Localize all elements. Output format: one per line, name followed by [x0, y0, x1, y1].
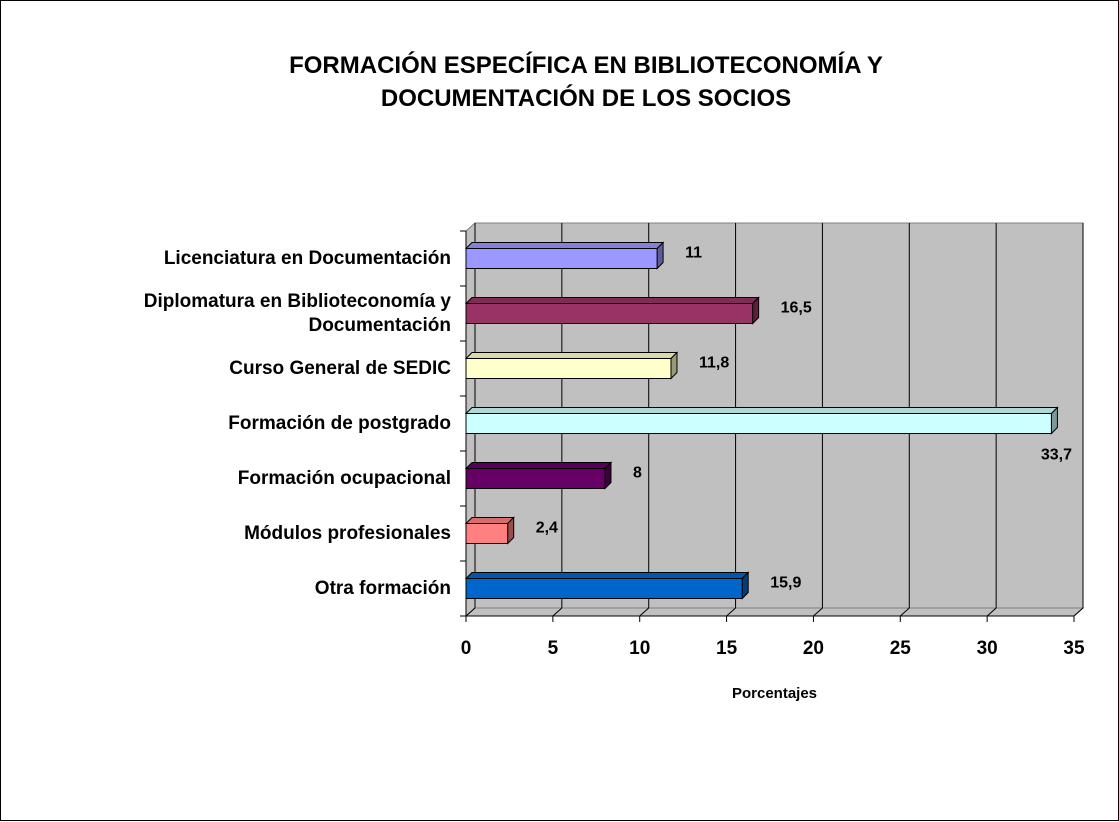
grid-line	[465, 607, 476, 617]
y-tick-label: Diplomatura en Biblioteconomía y Documen…	[143, 290, 451, 336]
value-label: 8	[633, 465, 642, 482]
y-tick-label: Curso General de SEDIC	[229, 357, 451, 379]
value-label: 33,7	[1041, 447, 1072, 464]
x-tick-label: 25	[890, 638, 912, 659]
value-label: 11	[685, 245, 702, 262]
chart-title: FORMACIÓN ESPECÍFICA EN BIBLIOTECONOMÍA …	[289, 52, 883, 112]
x-tick-label: 35	[1063, 638, 1085, 659]
y-tick-label: Otra formación	[314, 577, 451, 599]
grid-line	[899, 607, 910, 617]
bar	[465, 578, 743, 599]
value-label: 16,5	[781, 300, 812, 317]
grid-line	[639, 607, 650, 617]
x-tick-label: 15	[716, 638, 738, 659]
grid-line	[552, 607, 563, 617]
bar-top	[464, 462, 613, 469]
x-tick-label: 20	[803, 638, 824, 659]
floor	[464, 607, 1085, 617]
grid-line	[813, 607, 823, 617]
x-tick-label: 10	[629, 638, 650, 659]
bar-top	[464, 407, 1059, 414]
y-tick-label: Formación de postgrado	[228, 412, 451, 434]
y-tick-label: Módulos profesionales	[244, 522, 451, 544]
bar-top	[464, 517, 515, 524]
bar	[465, 303, 754, 324]
bar-top	[464, 242, 665, 249]
x-tick-label: 30	[977, 638, 998, 659]
grid-line	[726, 607, 736, 617]
bar	[465, 523, 509, 544]
value-label: 15,9	[770, 575, 801, 592]
bar-top	[464, 572, 750, 579]
grid-line	[986, 607, 997, 617]
bar-top	[464, 352, 679, 359]
bar-top	[464, 297, 760, 304]
y-tick-label: Licenciatura en Documentación	[163, 247, 451, 269]
bar	[465, 358, 672, 379]
bar	[465, 248, 658, 269]
grid-line	[1073, 607, 1084, 617]
value-label: 11,8	[699, 355, 729, 372]
bar	[465, 468, 606, 489]
x-axis-title: Porcentajes	[732, 685, 817, 702]
bar	[465, 413, 1052, 434]
x-tick-label: 0	[461, 638, 472, 659]
value-label: 2,4	[536, 520, 558, 537]
x-tick-label: 5	[548, 638, 559, 659]
y-tick-label: Formación ocupacional	[237, 467, 451, 489]
